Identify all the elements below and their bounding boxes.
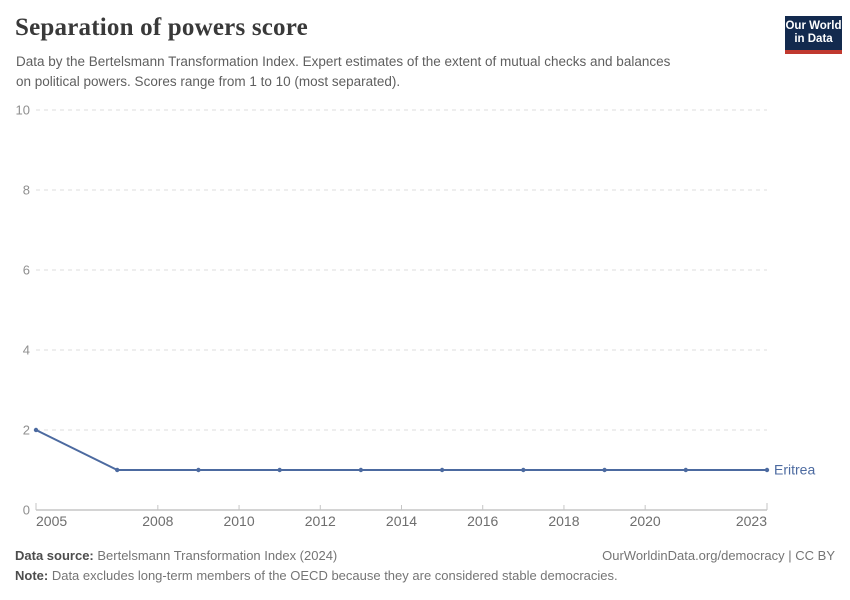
- data-source-text: Bertelsmann Transformation Index (2024): [93, 548, 338, 563]
- data-point: [33, 427, 39, 433]
- data-point: [602, 467, 607, 473]
- data-source-label: Data source:: [15, 548, 94, 563]
- data-point: [358, 467, 364, 473]
- data-point: [196, 467, 201, 473]
- x-tick-label: 2010: [223, 513, 254, 529]
- y-tick-label: 2: [23, 423, 30, 438]
- y-tick-label: 4: [23, 343, 30, 358]
- data-point: [439, 467, 445, 473]
- data-point: [764, 467, 770, 473]
- page-title: Separation of powers score: [15, 14, 308, 41]
- footer-note-row: Note: Data excludes long-term members of…: [15, 568, 835, 588]
- chart-footer: Data source: Bertelsmann Transformation …: [15, 548, 835, 588]
- chart-subtitle-line-1: Data by the Bertelsmann Transformation I…: [16, 54, 671, 69]
- x-tick-label: 2016: [467, 513, 498, 529]
- x-tick-label: 2020: [630, 513, 661, 529]
- y-tick-label: 0: [23, 503, 30, 518]
- chart-subtitle: Data by the Bertelsmann Transformation I…: [16, 52, 670, 91]
- owid-logo-line-1: Our World: [785, 19, 842, 32]
- series-label: Eritrea: [774, 462, 815, 478]
- y-tick-label: 10: [16, 103, 30, 118]
- x-tick-label: 2018: [548, 513, 579, 529]
- x-tick-label: 2014: [386, 513, 417, 529]
- x-tick-label: 2023: [736, 513, 767, 529]
- owid-logo-line-2: in Data: [794, 33, 833, 45]
- data-point: [277, 467, 282, 473]
- owid-logo: Our World in Data: [785, 16, 842, 54]
- y-tick-label: 6: [23, 263, 30, 278]
- footer-source-row: Data source: Bertelsmann Transformation …: [15, 548, 835, 568]
- x-tick-label: 2012: [305, 513, 336, 529]
- data-line: [35, 429, 768, 471]
- note-text: Data excludes long-term members of the O…: [48, 568, 618, 583]
- x-tick-label: 2008: [142, 513, 173, 529]
- chart-subtitle-line-2: on political powers. Scores range from 1…: [16, 73, 401, 89]
- data-point: [521, 467, 526, 473]
- y-tick-label: 8: [23, 183, 30, 198]
- data-point: [115, 467, 120, 473]
- x-tick-label: 2005: [36, 513, 67, 529]
- footer-rights-link[interactable]: OurWorldinData.org/democracy | CC BY: [602, 548, 835, 563]
- note-label: Note:: [15, 568, 49, 583]
- data-point: [683, 467, 688, 473]
